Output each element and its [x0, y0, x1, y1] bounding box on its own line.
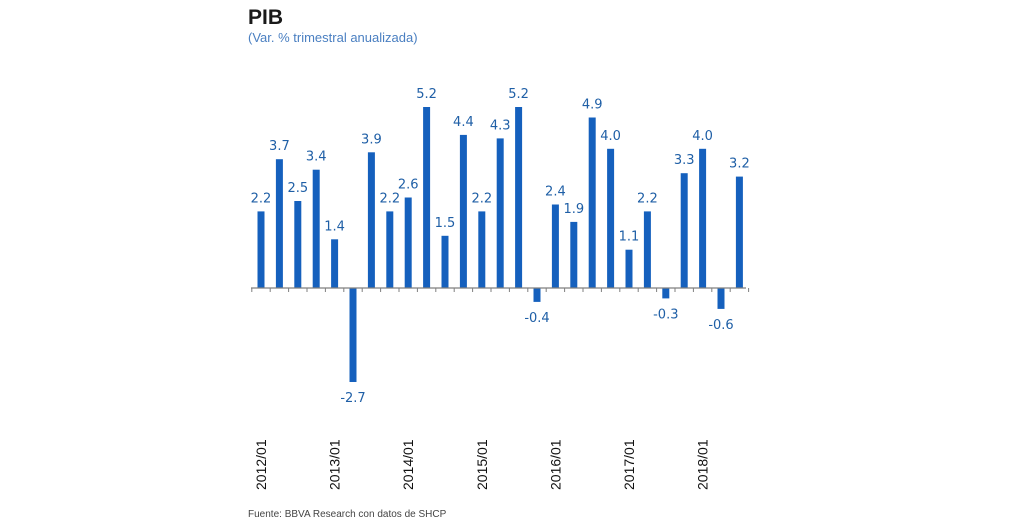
data-labels-group: 2.23.72.53.41.4-2.73.92.22.65.21.54.42.2… — [251, 87, 750, 406]
bar-2013-02 — [349, 288, 357, 382]
data-label: 1.1 — [619, 230, 640, 245]
data-label: 3.9 — [361, 132, 382, 147]
data-label: -0.3 — [653, 307, 678, 322]
data-label: 2.4 — [545, 185, 566, 200]
bar-2018-03 — [735, 176, 743, 288]
x-tick-label: 2018/01 — [695, 439, 711, 490]
x-tick-label: 2012/01 — [253, 439, 269, 490]
data-label: 3.2 — [729, 157, 750, 172]
bar-2015-01 — [478, 211, 486, 288]
data-label: -0.4 — [524, 311, 549, 326]
data-label: 2.6 — [398, 178, 419, 193]
data-label: -0.6 — [708, 318, 733, 333]
bar-2013-01 — [331, 239, 339, 288]
data-label: 1.5 — [435, 216, 456, 231]
bar-2014-04 — [459, 134, 467, 288]
data-label: 4.9 — [582, 98, 603, 113]
x-tick-label: 2017/01 — [621, 439, 637, 490]
data-label: 4.3 — [490, 118, 511, 133]
data-label: 2.2 — [637, 191, 658, 206]
data-label: 4.0 — [600, 129, 621, 144]
bar-2014-02 — [423, 107, 431, 288]
data-label: 1.9 — [563, 202, 584, 217]
chart-subtitle: (Var. % trimestral anualizada) — [248, 30, 418, 45]
bar-2017-02 — [643, 211, 651, 288]
bar-2013-03 — [367, 152, 375, 288]
bar-2018-02 — [717, 288, 725, 309]
bar-2015-03 — [515, 107, 523, 288]
source-note: Fuente: BBVA Research con datos de SHCP — [248, 509, 447, 520]
x-tick-label: 2015/01 — [474, 439, 490, 490]
data-label: 5.2 — [416, 87, 437, 102]
data-label: 2.2 — [379, 191, 400, 206]
bar-2016-01 — [551, 204, 559, 288]
data-label: 3.3 — [674, 153, 695, 168]
data-label: -2.7 — [340, 391, 365, 406]
data-label: 3.7 — [269, 139, 290, 154]
bar-2014-03 — [441, 235, 449, 288]
bar-2012-01 — [257, 211, 265, 288]
bar-2016-03 — [588, 117, 596, 288]
x-tick-label: 2014/01 — [400, 439, 416, 490]
bar-2012-04 — [312, 169, 320, 288]
x-axis — [251, 287, 750, 292]
bar-2017-03 — [662, 288, 670, 299]
bar-2018-01 — [699, 148, 707, 288]
chart-title: PIB — [248, 6, 284, 29]
data-label: 5.2 — [508, 87, 529, 102]
x-tick-label: 2016/01 — [547, 439, 563, 490]
bar-2013-04 — [386, 211, 394, 288]
bars-group — [257, 107, 743, 382]
x-tick-labels: 2012/01 2013/01 2014/01 2015/01 2016/01 2017/… — [253, 439, 711, 490]
data-label: 4.0 — [692, 129, 713, 144]
bar-2017-01 — [625, 249, 633, 288]
bar-2016-02 — [570, 221, 578, 288]
x-tick-label: 2013/01 — [327, 439, 343, 490]
data-label: 2.2 — [471, 191, 492, 206]
bar-2017-04 — [680, 173, 688, 288]
bar-2016-04 — [607, 148, 615, 288]
data-label: 2.5 — [287, 181, 308, 196]
bar-2012-02 — [275, 159, 283, 288]
data-label: 2.2 — [251, 191, 272, 206]
bar-2012-03 — [294, 201, 302, 288]
data-label: 3.4 — [306, 150, 327, 165]
data-label: 1.4 — [324, 219, 345, 234]
data-label: 4.4 — [453, 115, 474, 130]
bar-2015-04 — [533, 288, 541, 302]
bar-2015-02 — [496, 138, 504, 288]
bar-2014-01 — [404, 197, 412, 288]
